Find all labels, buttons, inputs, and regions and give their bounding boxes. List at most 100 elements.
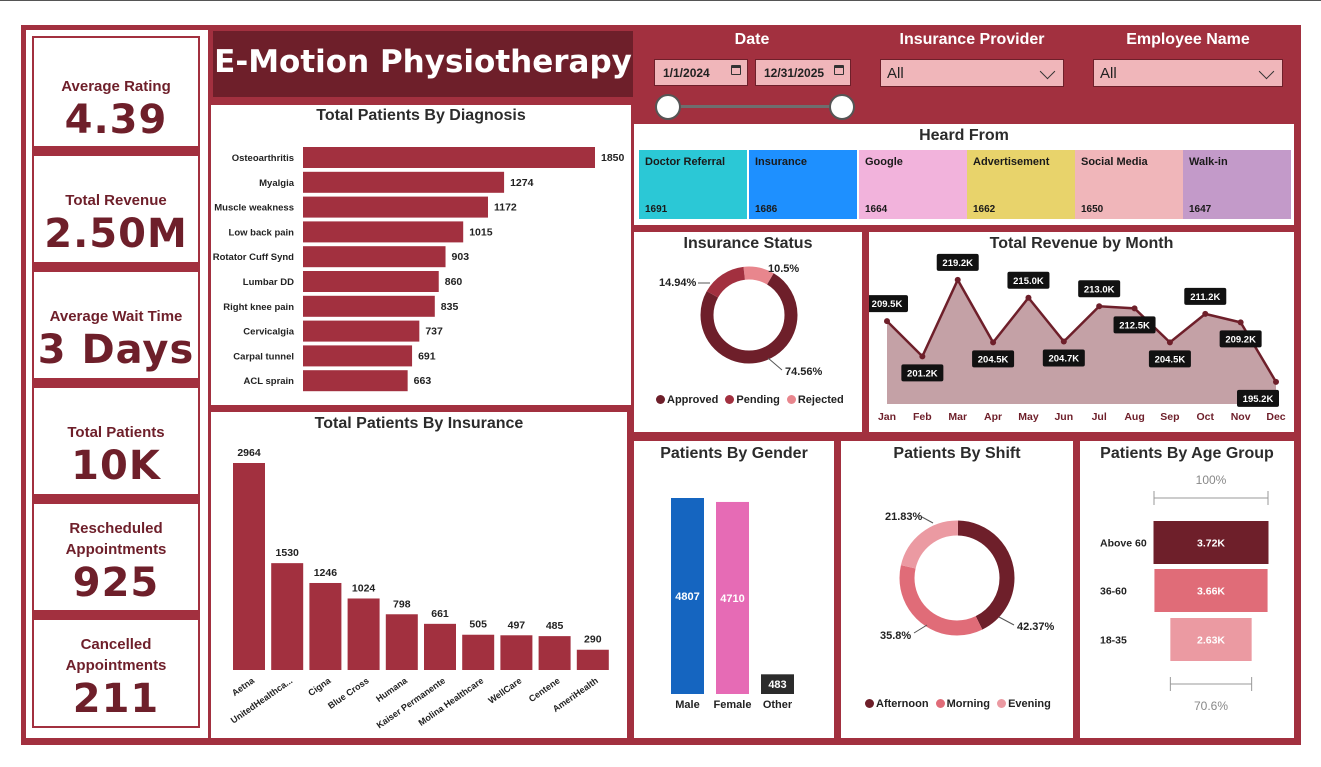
diagnosis-value-label: 835 — [441, 301, 459, 313]
legend-item-approved: Approved — [656, 394, 718, 406]
diagnosis-bar — [303, 295, 435, 317]
date-start-value: 1/1/2024 — [663, 66, 710, 80]
revenue-month-label: Oct — [1197, 411, 1215, 423]
kpi-label: Rescheduled Appointments — [65, 520, 167, 558]
revenue-data-label: 201.2K — [907, 368, 938, 379]
legend-item-rejected: Rejected — [786, 394, 844, 406]
diagnosis-bar — [303, 246, 446, 268]
heard-from-tile[interactable]: Advertisement 1662 — [967, 150, 1075, 219]
insurance-status-percent-label: 10.5% — [768, 263, 799, 275]
heard-from-title: Heard From — [919, 127, 1009, 144]
legend-item-pending: Pending — [725, 394, 780, 406]
insurance-status-percent-label: 14.94% — [659, 277, 697, 289]
legend-dot-icon — [935, 699, 945, 708]
age-funnel-bottom-label: 70.6% — [1194, 699, 1228, 713]
revenue-label-box — [1237, 389, 1279, 407]
date-slider-end-handle[interactable] — [829, 94, 855, 120]
insurance-value-label: 2964 — [237, 447, 261, 459]
revenue-label-box — [1184, 287, 1227, 305]
employee-name-dropdown[interactable]: All — [1093, 59, 1283, 87]
calendar-icon[interactable] — [834, 65, 844, 75]
shift-legend: Afternoon Morning Evening — [865, 698, 1051, 710]
heard-from-tile[interactable]: Insurance 1686 — [749, 150, 857, 219]
shift-leader-line — [998, 616, 1015, 626]
revenue-point — [1131, 305, 1138, 312]
date-range-slider-track[interactable] — [668, 105, 842, 108]
revenue-month-label: Mar — [948, 411, 967, 423]
diagnosis-value-label: 903 — [452, 251, 470, 263]
insurance-value-label: 1530 — [276, 547, 300, 559]
diagnosis-category-label: Muscle weakness — [214, 203, 294, 214]
tile-label: Doctor Referral — [645, 156, 726, 168]
insurance-bar — [347, 598, 380, 670]
diagnosis-bar — [303, 171, 505, 193]
insurance-provider-dropdown[interactable]: All — [880, 59, 1064, 87]
revenue-point — [990, 339, 997, 346]
revenue-area-chart: 209.5K Jan 201.2K Feb 219.2K Mar 204.5K Apr 215.… — [869, 253, 1286, 423]
insurance-bar — [233, 463, 265, 670]
shift-leader-line — [913, 624, 928, 634]
shift-slice — [899, 520, 1015, 636]
age-group-value-label: 2.63K — [1197, 635, 1225, 647]
revenue-data-label: 209.5K — [872, 299, 903, 310]
diagnosis-category-label: ACL sprain — [243, 376, 294, 387]
heard-from-tile[interactable]: Walk-in 1647 — [1183, 150, 1291, 219]
insurance-chart-title: Total Patients By Insurance — [314, 415, 524, 432]
kpi-label: Total Patients — [67, 424, 165, 441]
diagnosis-category-label: Carpal tunnel — [233, 351, 294, 362]
gender-value-label: 4807 — [675, 591, 699, 603]
diagnosis-chart-title: Total Patients By Diagnosis — [316, 107, 526, 124]
shift-percent-label: 42.37% — [1017, 621, 1055, 633]
kpi-label: Cancelled Appointments — [65, 636, 167, 674]
revenue-label-box — [1148, 350, 1191, 368]
diagnosis-value-label: 1172 — [494, 202, 517, 214]
insurance-category-label: Centene — [527, 675, 562, 704]
revenue-month-title: Total Revenue by Month — [989, 235, 1174, 252]
insurance-status-slice — [700, 266, 798, 364]
gender-bar-chart: 4807 Male 4710 Female 483 Other — [671, 498, 794, 711]
revenue-point — [1025, 294, 1032, 301]
gender-value-label: 4710 — [720, 593, 744, 605]
date-start-input[interactable]: 1/1/2024 — [654, 59, 748, 86]
calendar-icon[interactable] — [731, 65, 741, 75]
top-border-line — [0, 0, 1321, 1]
insurance-provider-value: All — [887, 65, 904, 82]
gender-bar — [716, 501, 749, 694]
insurance-category-label: Kaiser Permanente — [375, 675, 448, 730]
age-group-bar — [1170, 618, 1252, 661]
kpi-divider — [32, 380, 200, 386]
kpi-divider — [32, 496, 200, 502]
kpi-average-wait-time: Average Wait Time 3 Days — [32, 270, 200, 380]
insurance-status-slice — [700, 266, 798, 364]
diagnosis-value-label: 663 — [414, 375, 432, 387]
page-title: E-Motion Physiotherapy — [213, 31, 633, 97]
diagnosis-value-label: 860 — [445, 276, 463, 288]
insurance-category-label: Humana — [374, 675, 410, 704]
age-group-panel: Patients By Age Group 100% 3.72K Above 60 3… — [1080, 441, 1294, 738]
date-end-input[interactable]: 12/31/2025 — [755, 59, 851, 86]
tile-value: 1662 — [973, 204, 996, 215]
revenue-point — [1237, 319, 1244, 326]
insurance-bar — [309, 582, 342, 670]
insurance-bar — [576, 649, 609, 670]
kpi-value: 925 — [72, 560, 160, 606]
insurance-bar — [271, 563, 304, 670]
kpi-value: 211 — [72, 676, 160, 722]
kpi-divider — [32, 612, 200, 618]
tile-label: Google — [865, 156, 903, 168]
date-slider-start-handle[interactable] — [655, 94, 681, 120]
gender-category-label: Female — [714, 699, 752, 711]
revenue-point — [954, 276, 961, 283]
heard-from-tile[interactable]: Google 1664 — [859, 150, 967, 219]
insurance-status-percent-label: 74.56% — [785, 366, 823, 378]
heard-from-tile[interactable]: Doctor Referral 1691 — [639, 150, 747, 219]
heard-from-tile[interactable]: Social Media 1650 — [1075, 150, 1183, 219]
legend-dot-icon — [865, 699, 874, 708]
diagnosis-bar — [303, 147, 595, 168]
revenue-label-box — [901, 364, 944, 382]
diagnosis-value-label: 1015 — [469, 226, 493, 238]
revenue-month-label: Jun — [1054, 411, 1073, 423]
diagnosis-value-label: 1274 — [510, 177, 534, 189]
legend-label: Morning — [946, 698, 990, 710]
gender-category-label: Male — [675, 699, 699, 711]
